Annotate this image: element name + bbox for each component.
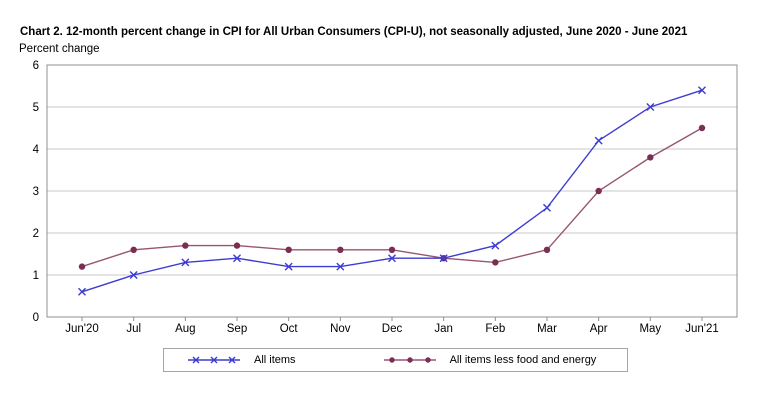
svg-text:3: 3 [33, 186, 39, 198]
legend-label-core: All items less food and energy [449, 354, 597, 366]
legend-label-all-items: All items [254, 354, 296, 366]
svg-text:6: 6 [33, 60, 39, 72]
svg-text:Mar: Mar [537, 323, 557, 335]
legend-x-marker-line-icon [188, 356, 240, 364]
svg-text:Jun'21: Jun'21 [685, 323, 719, 335]
svg-text:1: 1 [33, 270, 39, 282]
svg-text:Jan: Jan [434, 323, 453, 335]
chart-title: Chart 2. 12-month percent change in CPI … [20, 26, 688, 38]
svg-text:Nov: Nov [330, 323, 351, 335]
svg-text:May: May [639, 323, 661, 335]
svg-text:2: 2 [33, 228, 39, 240]
svg-text:Apr: Apr [590, 323, 608, 335]
svg-text:Sep: Sep [227, 323, 247, 335]
chart-legend: All items All items less food and energy [163, 348, 628, 372]
svg-text:Oct: Oct [280, 323, 299, 335]
svg-text:Dec: Dec [382, 323, 403, 335]
legend-dot-marker-line-icon [383, 357, 436, 363]
svg-text:Jun'20: Jun'20 [65, 323, 99, 335]
svg-text:Jul: Jul [126, 323, 141, 335]
svg-text:0: 0 [33, 312, 39, 324]
svg-text:Aug: Aug [175, 323, 195, 335]
chart-canvas: 0 1 2 3 4 5 6 Jun'20 Jul Aug Sep Oct Nov Dec Jan Feb Mar… [33, 60, 738, 335]
svg-text:Feb: Feb [485, 323, 505, 335]
svg-text:4: 4 [33, 144, 40, 156]
legend-item-core: All items less food and energy [382, 353, 597, 367]
y-axis-unit-label: Percent change [19, 43, 100, 55]
legend-item-all-items: All items [186, 353, 296, 367]
svg-text:5: 5 [33, 102, 39, 114]
